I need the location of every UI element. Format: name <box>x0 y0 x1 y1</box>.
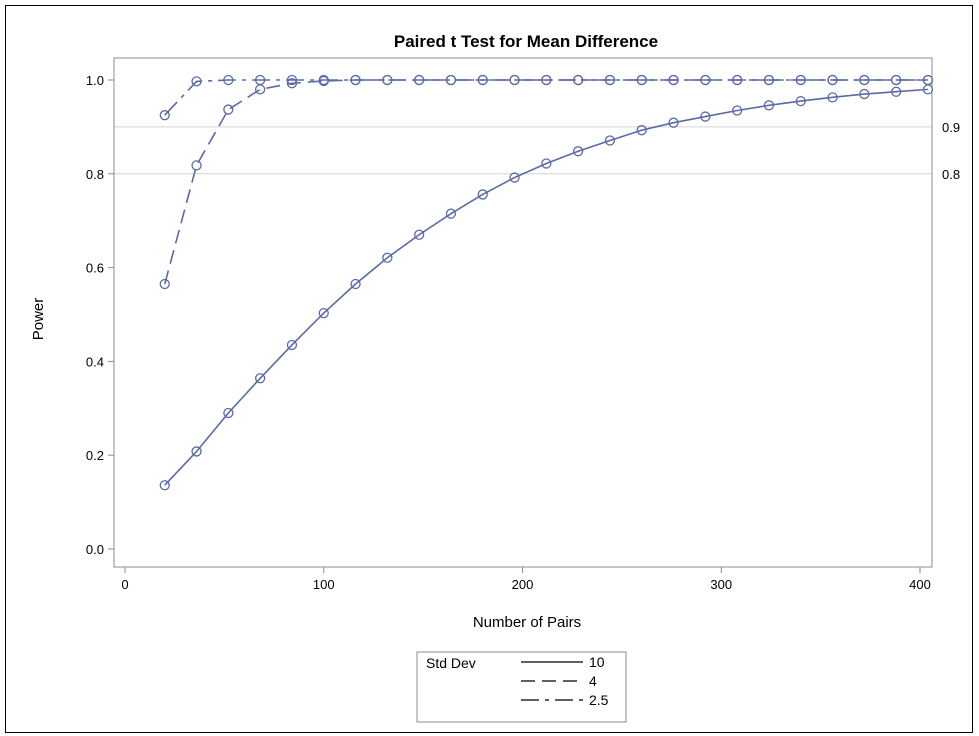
data-point <box>159 480 170 491</box>
data-point <box>382 252 393 263</box>
data-point <box>509 74 520 86</box>
data-point <box>859 74 870 86</box>
data-point <box>604 74 616 86</box>
series-group <box>159 74 934 491</box>
data-point <box>477 189 488 200</box>
x-axis-label: Number of Pairs <box>473 614 581 631</box>
data-point <box>223 74 234 86</box>
axes: 0 100 200 300 400 0.0 0.2 0.4 0.6 0.8 1.0 <box>86 57 933 592</box>
data-point <box>445 74 457 86</box>
y-tick-label: 0.8 <box>86 167 104 182</box>
data-point <box>573 74 584 86</box>
chart-title: Paired t Test for Mean Difference <box>394 32 658 51</box>
series-line <box>164 79 928 116</box>
data-point <box>223 104 234 115</box>
data-point <box>159 110 170 121</box>
data-point <box>191 446 202 457</box>
x-tick-label: 400 <box>909 577 931 592</box>
data-point <box>541 158 552 169</box>
data-point <box>318 74 329 86</box>
plot-area-border <box>113 57 933 568</box>
data-point <box>286 74 298 86</box>
data-point <box>509 172 520 183</box>
data-point <box>477 74 488 86</box>
y-axis-label: Power <box>30 298 47 341</box>
data-point <box>827 92 838 103</box>
chart-frame: Paired t Test for Mean Difference 0.9 0.8… <box>5 5 973 733</box>
data-point <box>700 74 711 86</box>
data-point <box>891 74 902 86</box>
data-point <box>413 229 425 240</box>
legend-entries: 10 4 2.5 <box>521 654 609 708</box>
data-point <box>636 74 647 86</box>
data-point <box>700 111 711 122</box>
x-tick-label: 300 <box>710 577 732 592</box>
data-point <box>191 76 202 87</box>
y-tick-label: 1.0 <box>86 73 104 88</box>
data-point <box>827 74 838 86</box>
data-point <box>350 278 361 290</box>
x-tick-label: 0 <box>121 577 128 592</box>
series-4 <box>159 74 934 290</box>
data-point <box>573 146 584 157</box>
reference-line-label: 0.8 <box>942 167 960 182</box>
data-point <box>668 117 679 128</box>
data-point <box>763 100 775 111</box>
reference-lines: 0.9 0.8 <box>114 120 960 182</box>
data-point <box>795 74 806 86</box>
y-tick-label: 0.4 <box>86 354 104 369</box>
data-point <box>254 74 266 86</box>
data-point <box>254 373 266 384</box>
data-point <box>318 307 329 319</box>
data-point <box>732 74 743 86</box>
data-point <box>636 125 647 136</box>
data-point <box>286 339 298 351</box>
y-tick-label: 0.0 <box>86 542 104 557</box>
data-point <box>159 278 170 290</box>
legend-entry-label: 2.5 <box>589 692 609 708</box>
legend: Std Dev 10 4 2.5 <box>416 651 627 723</box>
data-point <box>604 135 616 146</box>
legend-box <box>416 651 627 723</box>
series-2.5 <box>159 74 934 121</box>
legend-title: Std Dev <box>426 655 476 671</box>
data-point <box>795 95 806 107</box>
data-point <box>286 78 298 89</box>
data-point <box>732 105 743 116</box>
data-point <box>223 407 234 419</box>
power-chart: Paired t Test for Mean Difference 0.9 0.8… <box>30 32 960 723</box>
data-point <box>891 86 902 97</box>
reference-line-label: 0.9 <box>942 120 960 135</box>
y-tick-label: 0.2 <box>86 448 104 463</box>
x-tick-label: 200 <box>512 577 534 592</box>
legend-entry-label: 4 <box>589 673 597 689</box>
data-point <box>254 84 266 95</box>
legend-entry-label: 10 <box>589 654 605 670</box>
series-line <box>163 79 928 285</box>
data-point <box>191 160 202 171</box>
data-point <box>541 74 552 86</box>
y-tick-label: 0.6 <box>86 261 104 276</box>
x-tick-label: 100 <box>313 577 335 592</box>
data-point <box>382 74 393 86</box>
data-point <box>668 74 679 86</box>
data-point <box>445 208 457 219</box>
data-point <box>922 74 934 86</box>
data-point <box>859 88 870 100</box>
data-point <box>413 74 425 86</box>
data-point <box>350 74 361 86</box>
series-10 <box>159 84 934 491</box>
series-line <box>164 88 929 486</box>
data-point <box>763 74 775 86</box>
